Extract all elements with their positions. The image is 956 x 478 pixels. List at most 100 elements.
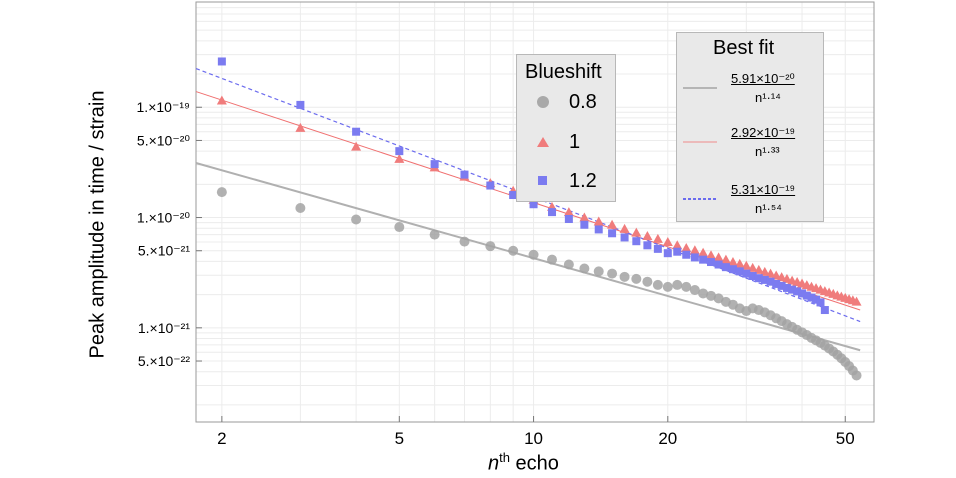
x-tick-label: 20 (658, 429, 677, 448)
point-square (580, 220, 589, 229)
point-triangle (713, 252, 724, 262)
point-square (707, 258, 716, 267)
point-square (721, 263, 730, 272)
legend-label-1: 1 (569, 131, 581, 153)
point-square (594, 225, 603, 234)
point-triangle (765, 268, 776, 278)
point-circle (394, 222, 405, 233)
point-square (793, 287, 802, 296)
point-square (816, 298, 825, 307)
point-circle (607, 268, 618, 279)
point-square (699, 255, 708, 264)
point-triangle (771, 270, 782, 280)
point-circle (593, 266, 604, 277)
point-triangle (563, 207, 574, 217)
point-square (748, 272, 757, 281)
point-triangle (759, 266, 770, 276)
point-triangle (631, 227, 642, 237)
point-square (682, 250, 691, 259)
fit-numerator-gray: 5.91×10⁻²⁰ (731, 71, 795, 86)
x-axis-title: nth echo (488, 450, 559, 475)
legend-marker-circle-0-8 (537, 96, 549, 108)
point-circle (681, 281, 692, 292)
point-square (430, 160, 439, 169)
point-triangle (672, 240, 683, 250)
point-circle (706, 290, 717, 301)
point-square (352, 127, 361, 136)
point-square (760, 275, 769, 284)
fit-denominator-gray: n¹·¹⁴ (755, 90, 781, 105)
point-square (782, 283, 791, 292)
blueshift-legend-title: Blueshift (525, 61, 602, 83)
point-triangle (727, 257, 738, 267)
y-tick-label: 5.×10⁻²² (138, 353, 190, 369)
point-triangle (619, 223, 630, 233)
point-circle (485, 241, 496, 252)
point-circle (631, 273, 642, 284)
point-triangle (734, 258, 745, 268)
point-triangle (216, 95, 227, 105)
point-triangle (642, 231, 653, 241)
point-square (620, 233, 629, 242)
point-square (772, 279, 781, 288)
point-square (673, 247, 682, 256)
point-triangle (652, 233, 663, 243)
point-square (217, 57, 226, 66)
point-triangle (681, 242, 692, 252)
axis-ticks: 2 5 10 20 50 1.×10⁻¹⁹ 5.×10⁻²⁰ 1.×10⁻²⁰ 5.×10⁻²¹… (137, 99, 855, 448)
point-square (643, 241, 652, 250)
point-circle (547, 254, 558, 265)
point-square (735, 267, 744, 276)
point-triangle (607, 219, 618, 229)
point-circle (216, 187, 227, 198)
point-circle (672, 279, 683, 290)
fit-numerator-red: 2.92×10⁻¹⁹ (731, 125, 796, 140)
point-square (296, 100, 305, 109)
point-circle (698, 288, 709, 299)
y-tick-label: 1.×10⁻²¹ (138, 320, 190, 336)
point-square (653, 244, 662, 253)
point-circle (429, 229, 440, 240)
point-circle (652, 279, 663, 290)
point-square (548, 208, 557, 217)
point-square (788, 285, 797, 294)
point-square (728, 265, 737, 274)
y-tick-label: 5.×10⁻²⁰ (137, 132, 190, 148)
point-square (395, 147, 404, 156)
point-triangle (662, 237, 673, 247)
best-fit-legend: Best fit 5.91×10⁻²⁰ n¹·¹⁴ 2.92×10⁻¹⁹ n¹·… (676, 32, 824, 222)
y-tick-label: 5.×10⁻²¹ (138, 243, 190, 259)
point-circle (563, 259, 574, 270)
plot-frame (195, 1, 875, 423)
point-square (632, 237, 641, 246)
point-square (714, 260, 723, 269)
point-triangle (698, 247, 709, 257)
y-tick-label: 1.×10⁻²⁰ (137, 210, 190, 226)
y-axis-title: Peak amplitude in time / strain (86, 90, 109, 359)
best-fit-legend-title: Best fit (713, 37, 775, 59)
point-triangle (741, 260, 752, 270)
best-fit-legend-swatches (683, 87, 717, 200)
fit-line-0 (195, 162, 861, 352)
point-circle (662, 281, 673, 292)
point-square (608, 229, 617, 238)
point-circle (619, 271, 630, 282)
point-triangle (720, 254, 731, 264)
data-points (216, 57, 862, 381)
point-triangle (753, 264, 764, 274)
point-square (663, 249, 672, 258)
point-square (807, 293, 816, 302)
point-square (754, 274, 763, 283)
point-circle (508, 245, 519, 256)
point-circle (295, 203, 306, 214)
point-circle (459, 236, 470, 247)
point-square (486, 181, 495, 190)
point-triangle (689, 245, 700, 255)
point-triangle (351, 141, 362, 151)
legend-label-0-8: 0.8 (569, 91, 597, 113)
point-square (742, 269, 751, 278)
point-square (529, 200, 538, 209)
x-tick-label: 5 (395, 429, 404, 448)
x-tick-label: 2 (217, 429, 226, 448)
x-tick-label: 50 (836, 429, 855, 448)
